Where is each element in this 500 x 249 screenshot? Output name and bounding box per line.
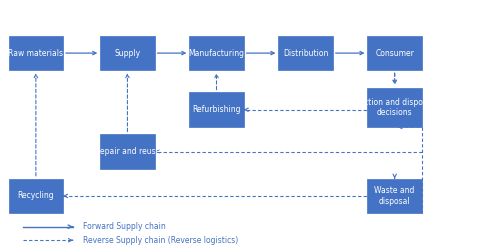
Text: Forward Supply chain: Forward Supply chain (83, 222, 166, 231)
Text: Consumer: Consumer (375, 49, 414, 58)
FancyBboxPatch shape (278, 36, 333, 70)
FancyBboxPatch shape (368, 179, 422, 213)
Text: Refurbishing: Refurbishing (192, 105, 241, 114)
Text: Supply: Supply (114, 49, 140, 58)
FancyBboxPatch shape (190, 92, 244, 127)
Text: Distribution: Distribution (283, 49, 329, 58)
FancyBboxPatch shape (190, 36, 244, 70)
FancyBboxPatch shape (100, 134, 154, 169)
FancyBboxPatch shape (8, 36, 63, 70)
Text: Waste and
disposal: Waste and disposal (374, 186, 415, 206)
FancyBboxPatch shape (100, 36, 154, 70)
FancyBboxPatch shape (8, 179, 63, 213)
FancyBboxPatch shape (368, 88, 422, 127)
Text: Repair and reuse: Repair and reuse (95, 147, 160, 156)
Text: Recycling: Recycling (18, 191, 54, 200)
Text: Raw materials: Raw materials (8, 49, 64, 58)
Text: Collection and disposition
decisions: Collection and disposition decisions (345, 98, 444, 117)
Text: Manufacturing: Manufacturing (188, 49, 244, 58)
Text: Reverse Supply chain (Reverse logistics): Reverse Supply chain (Reverse logistics) (83, 236, 238, 245)
FancyBboxPatch shape (368, 36, 422, 70)
